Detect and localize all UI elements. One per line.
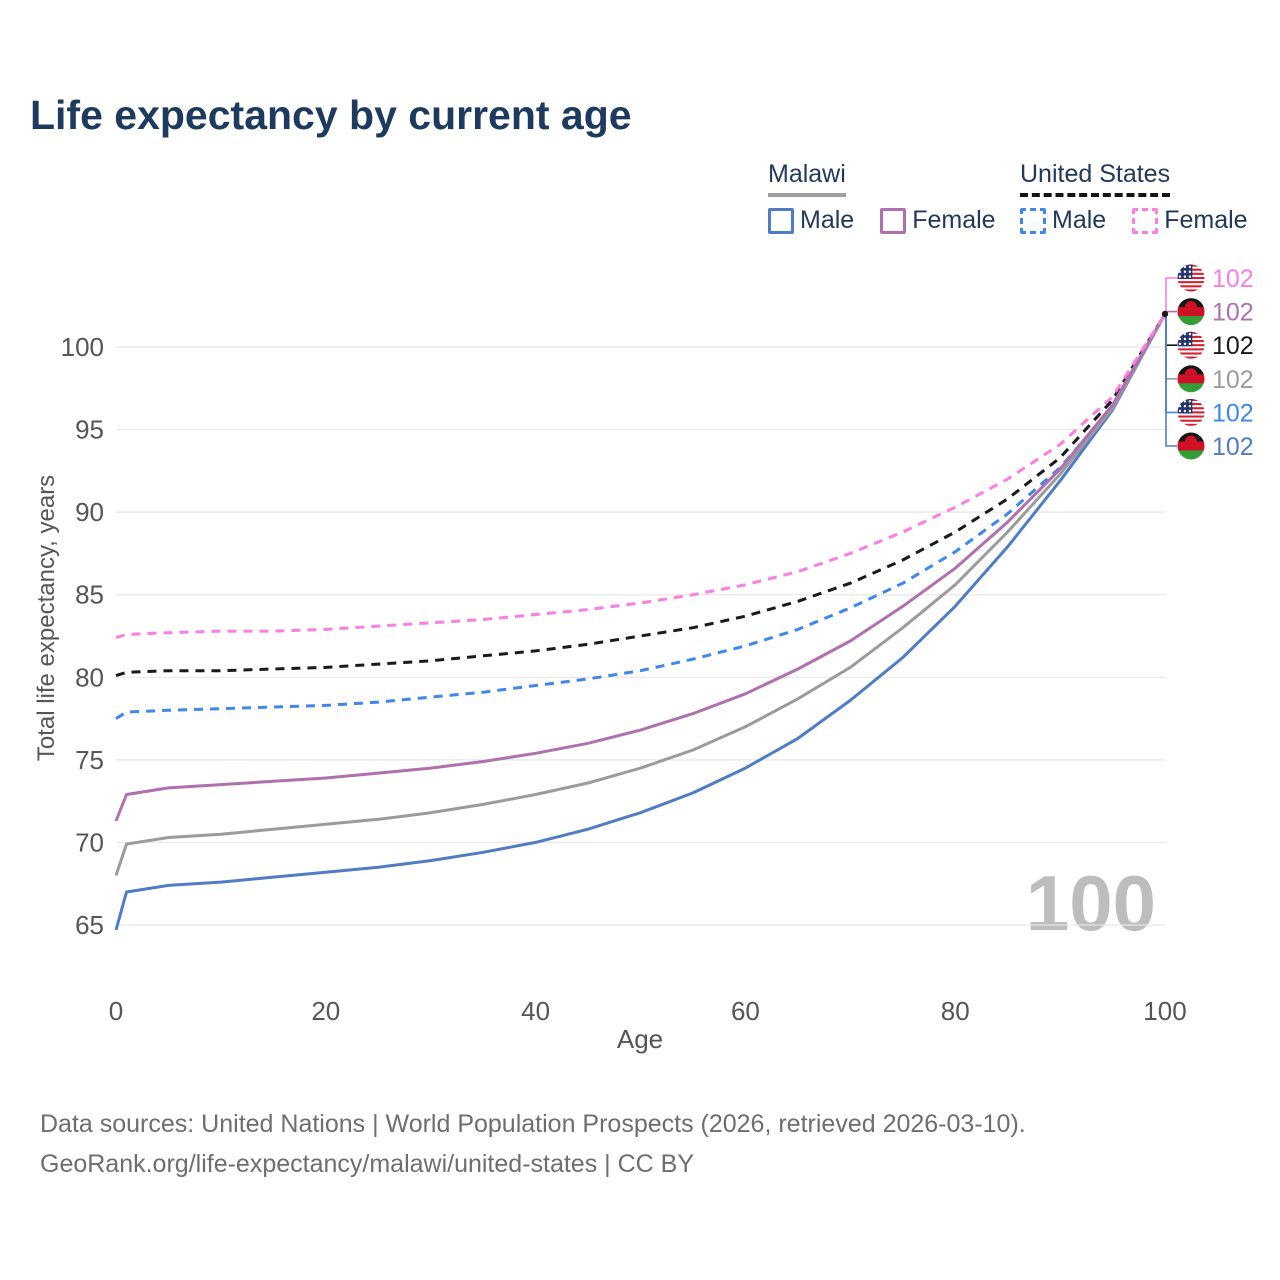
end-value-united-states-male: 102 <box>1212 399 1254 427</box>
y-tick-75: 75 <box>75 745 104 775</box>
legend-item-us-male[interactable]: Male <box>1020 206 1106 235</box>
line-malawi-female <box>114 313 1167 822</box>
legend-country-united-states[interactable]: United States <box>1020 160 1171 197</box>
malawi-flag-icon <box>1177 298 1205 326</box>
x-tick-60: 60 <box>731 996 760 1026</box>
endpoint-dot <box>1161 310 1169 318</box>
end-label-connector <box>1165 277 1177 314</box>
legend-swatch-malawi-female <box>880 207 907 234</box>
end-value-labels: 102 102 102 102 102 102 <box>1161 264 1254 461</box>
end-value-united-states-both-sexes: 102 <box>1212 332 1254 360</box>
end-label-connector <box>1165 314 1177 414</box>
end-label-connector <box>1165 314 1177 346</box>
legend-label-malawi-male: Male <box>800 206 855 234</box>
gridlines: 65 70 75 80 85 90 95 100 <box>61 332 1166 940</box>
x-tick-20: 20 <box>311 996 340 1026</box>
legend-group-united-states: United States Male Female <box>1020 160 1248 235</box>
line-united-states-both-sexes <box>115 313 1167 678</box>
united-states-flag-icon <box>1177 264 1205 292</box>
line-united-states-female <box>115 313 1167 640</box>
legend-label-malawi-female: Female <box>912 206 996 234</box>
footer-data-sources: Data sources: United Nations | World Pop… <box>40 1110 1026 1138</box>
end-label-connector <box>1165 314 1177 447</box>
malawi-flag-icon <box>1177 432 1205 460</box>
legend-item-malawi-female[interactable]: Female <box>880 206 996 235</box>
end-value-malawi-female: 102 <box>1212 299 1254 327</box>
line-united-states-male <box>115 313 1167 720</box>
y-tick-65: 65 <box>75 910 104 940</box>
legend-label-us-female: Female <box>1164 206 1248 234</box>
legend-item-malawi-male[interactable]: Male <box>768 206 854 235</box>
line-malawi-male <box>114 313 1167 931</box>
footer-attribution: GeoRank.org/life-expectancy/malawi/unite… <box>40 1150 695 1178</box>
united-states-flag-icon <box>1177 398 1205 426</box>
legend-group-malawi: Malawi Male Female <box>768 160 996 235</box>
y-tick-95: 95 <box>75 415 104 445</box>
legend-swatch-us-male <box>1020 207 1046 234</box>
y-tick-85: 85 <box>75 580 104 610</box>
legend-item-us-female[interactable]: Female <box>1132 206 1248 235</box>
y-tick-80: 80 <box>75 662 104 692</box>
y-tick-100: 100 <box>61 332 104 362</box>
x-tick-0: 0 <box>109 996 123 1026</box>
legend-swatch-malawi-male <box>768 207 794 234</box>
age-counter-watermark: 100 <box>1025 859 1156 947</box>
x-tick-80: 80 <box>941 996 970 1026</box>
x-tick-40: 40 <box>521 996 550 1026</box>
end-value-united-states-female: 102 <box>1212 265 1254 293</box>
y-tick-70: 70 <box>75 827 104 857</box>
series-lines <box>114 313 1167 931</box>
malawi-flag-icon <box>1177 365 1205 393</box>
end-value-malawi-male: 102 <box>1212 433 1254 461</box>
legend-label-us-male: Male <box>1052 206 1107 234</box>
y-axis-title: Total life expectancy, years <box>33 475 60 761</box>
end-value-malawi-both-sexes: 102 <box>1212 366 1254 394</box>
x-axis-ticks: 0 20 40 60 80 100 <box>109 996 1187 1026</box>
line-malawi-both-sexes <box>114 313 1167 876</box>
x-axis-title: Age <box>617 1024 663 1054</box>
legend-country-malawi[interactable]: Malawi <box>768 160 846 197</box>
y-tick-90: 90 <box>75 497 104 527</box>
united-states-flag-icon <box>1177 331 1205 359</box>
page-title: Life expectancy by current age <box>30 92 632 138</box>
legend-swatch-us-female <box>1132 207 1159 234</box>
end-label-connector <box>1165 314 1177 380</box>
x-tick-100: 100 <box>1143 996 1186 1026</box>
